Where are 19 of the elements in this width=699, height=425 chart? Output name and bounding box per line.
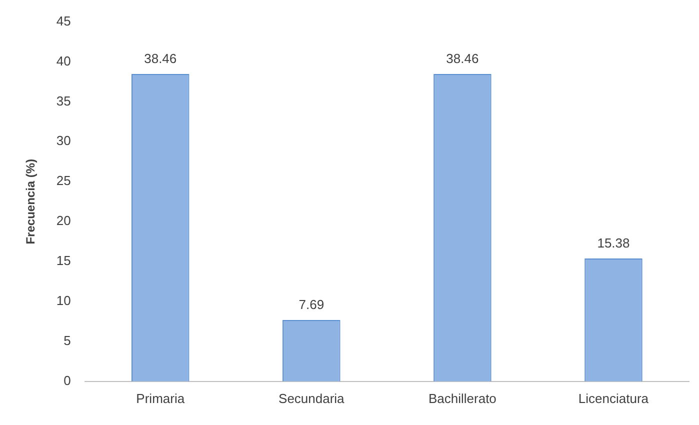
y-tick-label: 10 [56, 293, 71, 308]
y-tick-label: 35 [56, 93, 71, 108]
data-label: 38.46 [446, 51, 479, 66]
y-tick-label: 40 [56, 53, 71, 68]
x-tick-label: Bachillerato [428, 390, 496, 406]
y-tick-label: 45 [56, 13, 71, 28]
x-tick-label: Primaria [136, 390, 186, 406]
y-tick-label: 30 [56, 133, 71, 148]
y-tick-label: 5 [64, 333, 71, 348]
y-tick-label: 15 [56, 253, 71, 268]
y-tick-label: 20 [56, 213, 71, 228]
y-axis-title: Frecuencia (%) [24, 158, 38, 244]
x-tick-label: Secundaria [278, 390, 346, 406]
data-label: 15.38 [597, 236, 630, 251]
y-tick-label: 0 [64, 372, 71, 388]
data-label: 38.46 [144, 51, 177, 66]
x-tick-label: Licenciatura [578, 390, 650, 406]
y-tick-label: 25 [56, 173, 71, 188]
data-label: 7.69 [298, 297, 324, 312]
